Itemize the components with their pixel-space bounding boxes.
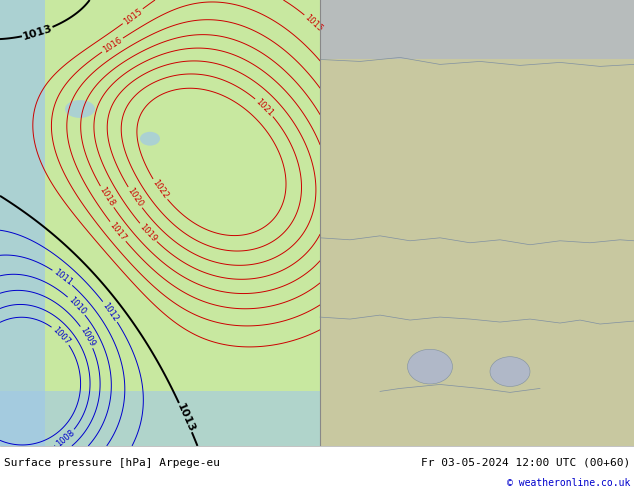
Bar (320, 0, 634, 446)
Ellipse shape (140, 132, 160, 146)
Bar (0, 0, 320, 446)
Text: 1015: 1015 (303, 13, 325, 33)
Text: 1008: 1008 (55, 428, 76, 448)
Text: 1012: 1012 (100, 300, 120, 323)
Text: © weatheronline.co.uk: © weatheronline.co.uk (507, 478, 630, 488)
Text: 1010: 1010 (66, 295, 87, 317)
Text: 1022: 1022 (150, 178, 170, 200)
Ellipse shape (490, 357, 530, 387)
Text: 1011: 1011 (51, 268, 74, 287)
Bar (0, 392, 320, 446)
Text: Fr 03-05-2024 12:00 UTC (00+60): Fr 03-05-2024 12:00 UTC (00+60) (421, 458, 630, 468)
Text: 1013: 1013 (22, 23, 54, 42)
Text: 1016: 1016 (101, 35, 124, 54)
Ellipse shape (65, 100, 95, 118)
Text: 1019: 1019 (138, 222, 158, 244)
Text: 1009: 1009 (78, 326, 96, 348)
Text: 1021: 1021 (254, 97, 275, 118)
Text: 1017: 1017 (108, 220, 128, 243)
Text: 1007: 1007 (51, 325, 72, 346)
Text: 1015: 1015 (122, 6, 144, 26)
Ellipse shape (408, 349, 453, 384)
Text: 1013: 1013 (175, 401, 197, 434)
Bar (320, 0, 634, 59)
Text: 1018: 1018 (98, 186, 116, 208)
Bar (0, 0, 45, 446)
Text: Surface pressure [hPa] Arpege-eu: Surface pressure [hPa] Arpege-eu (4, 458, 220, 468)
Text: 1020: 1020 (126, 186, 145, 209)
